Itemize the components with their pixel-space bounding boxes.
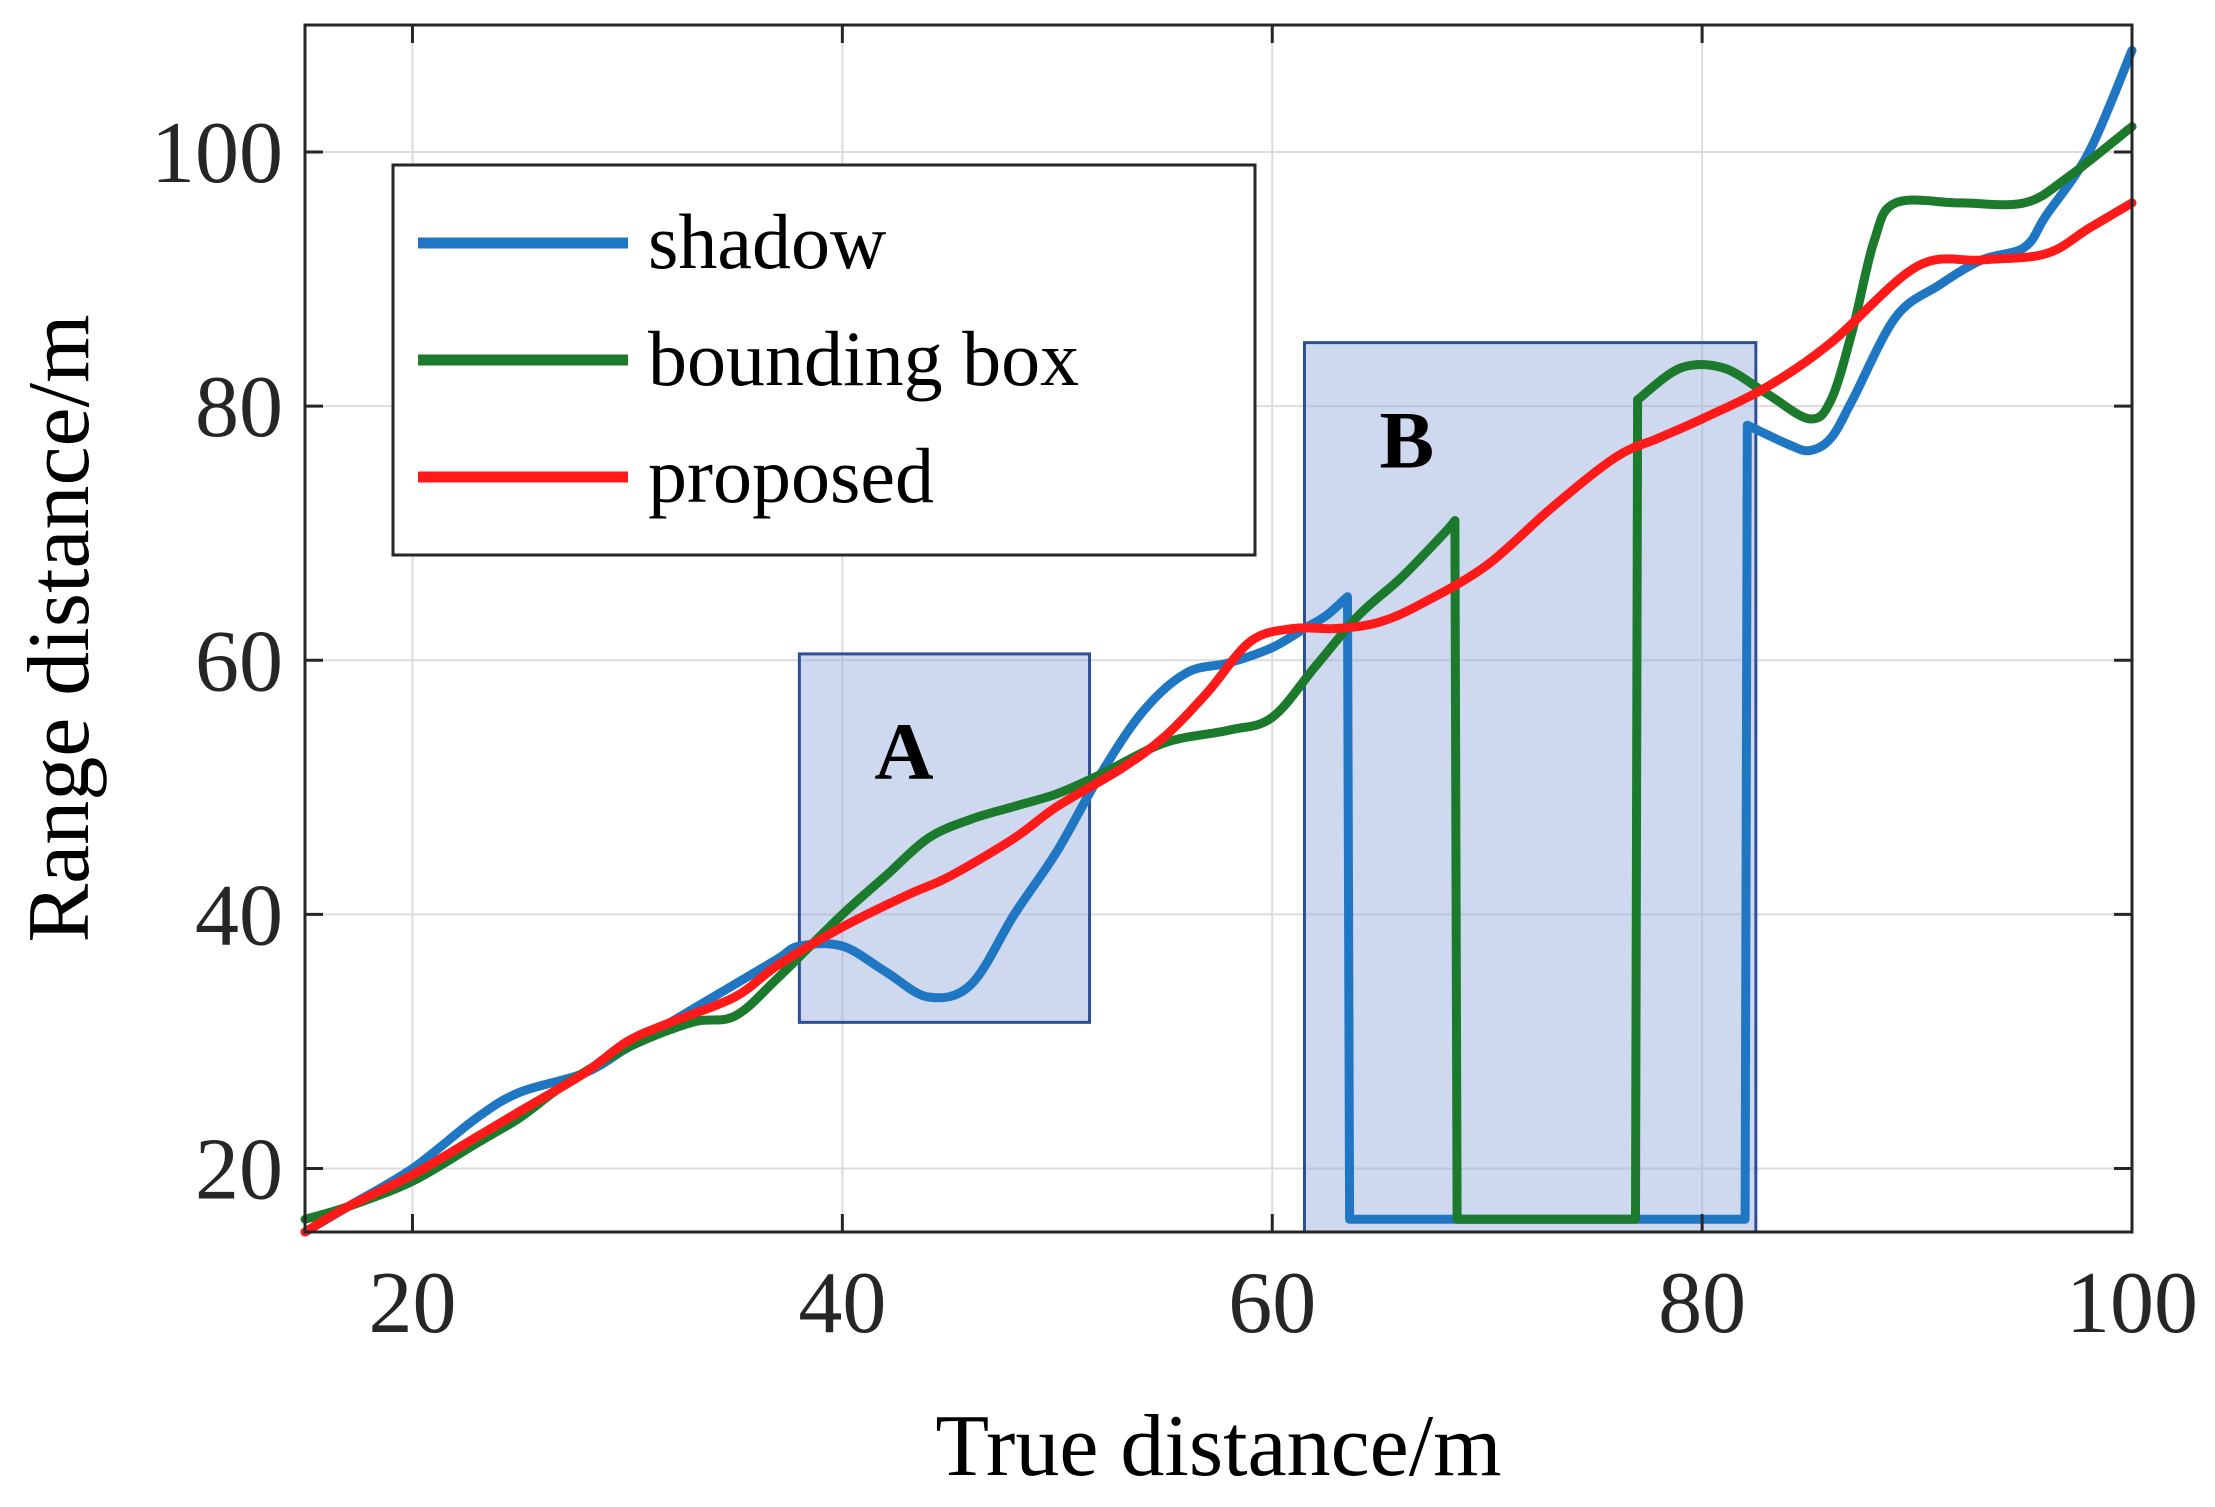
- series-line-bounding-box: [300, 122, 2137, 1224]
- region-labels: AB: [874, 395, 1434, 797]
- x-tick-label: 100: [2066, 1255, 2198, 1352]
- x-tick-label: 80: [1658, 1255, 1746, 1352]
- series-lines: [300, 45, 2137, 1237]
- region-label-a: A: [874, 706, 933, 797]
- axis-ticks: 20 40 60 80 100 20 40 60 80 100: [151, 25, 2198, 1352]
- legend-label-shadow: shadow: [648, 198, 886, 285]
- series-line-proposed: [300, 198, 2137, 1237]
- region-label-b: B: [1379, 395, 1434, 486]
- highlight-regions: [797, 341, 1758, 1234]
- legend-label-bounding-box: bounding box: [648, 315, 1079, 402]
- y-tick-label: 60: [195, 613, 283, 710]
- legend: shadow bounding box proposed: [391, 163, 1257, 557]
- y-tick-label: 40: [195, 867, 283, 964]
- y-tick-label: 80: [195, 359, 283, 456]
- axes-frame: [303, 23, 2134, 1234]
- region-box-a: [797, 652, 1092, 1024]
- y-tick-label: 100: [151, 105, 283, 202]
- x-tick-label: 40: [798, 1255, 886, 1352]
- x-tick-label: 20: [368, 1255, 456, 1352]
- y-axis-label: Range distance/m: [11, 314, 108, 942]
- x-tick-label: 60: [1228, 1255, 1316, 1352]
- y-tick-label: 20: [195, 1121, 283, 1218]
- region-box-b: [1302, 341, 1758, 1234]
- x-axis-label: True distance/m: [935, 1398, 1501, 1495]
- legend-label-proposed: proposed: [648, 432, 934, 519]
